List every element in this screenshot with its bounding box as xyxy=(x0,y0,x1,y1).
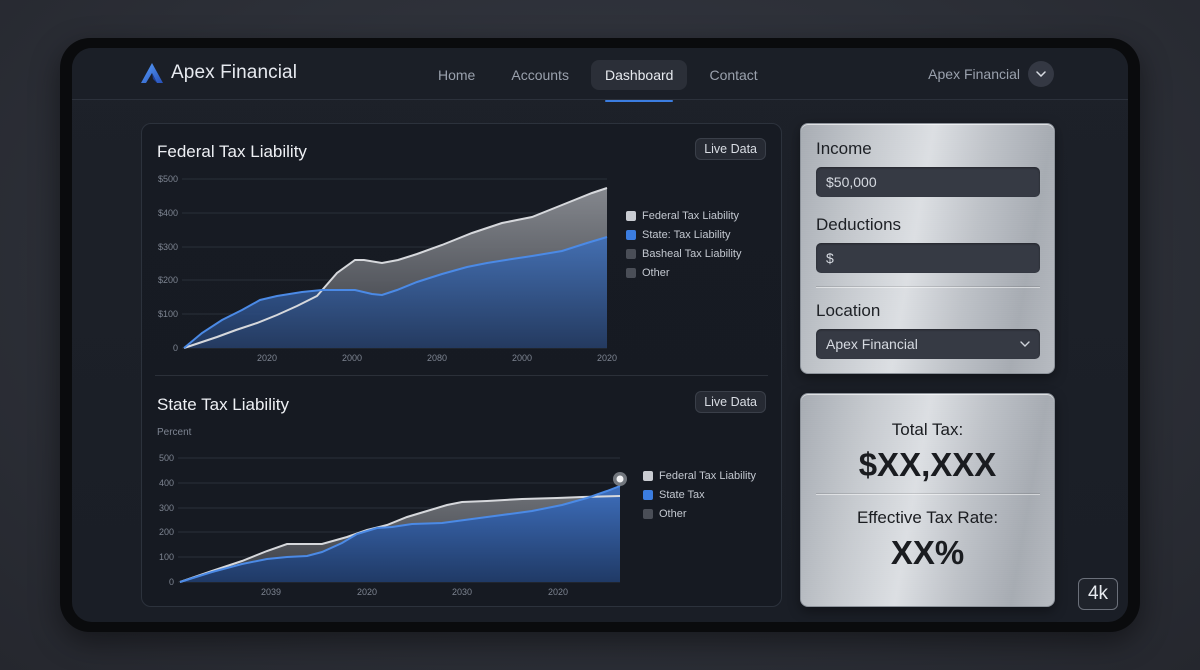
location-value: Apex Financial xyxy=(826,336,918,352)
legend-label: Federal Tax Liability xyxy=(659,470,757,482)
legend-swatch xyxy=(626,268,636,278)
income-value: $50,000 xyxy=(826,174,877,190)
svg-text:2020: 2020 xyxy=(597,353,617,363)
legend-swatch xyxy=(626,230,636,240)
state-series-line xyxy=(179,485,621,583)
svg-text:400: 400 xyxy=(159,478,174,488)
nav-links: Home Accounts Dashboard Contact xyxy=(424,60,780,102)
legend-item[interactable]: Other xyxy=(643,508,756,520)
resolution-badge: 4k xyxy=(1078,578,1118,610)
svg-text:2030: 2030 xyxy=(452,587,472,597)
legend-swatch xyxy=(643,471,653,481)
income-field[interactable]: $50,000 xyxy=(816,167,1040,197)
state-series-area xyxy=(184,237,607,348)
deductions-value: $ xyxy=(826,250,834,266)
legend-label: Basheal Tax Liability xyxy=(642,248,742,260)
legend-item[interactable]: Basheal Tax Liability xyxy=(626,248,741,260)
legend-swatch xyxy=(643,490,653,500)
nav-accounts[interactable]: Accounts xyxy=(511,67,569,83)
svg-text:500: 500 xyxy=(159,453,174,463)
state-chart-title: State Tax Liability xyxy=(157,395,289,414)
state-tax-chart: 0 100 200 300 400 500 2039 2020 2030 202… xyxy=(159,453,627,597)
account-name: Apex Financial xyxy=(928,66,1020,82)
federal-series-line xyxy=(179,495,621,583)
total-tax-label: Total Tax: xyxy=(891,420,964,439)
federal-chart-title: Federal Tax Liability xyxy=(157,142,307,161)
svg-text:2039: 2039 xyxy=(261,587,281,597)
state-chart-legend: Federal Tax Liability State Tax Other xyxy=(643,470,756,520)
brand-name: Apex Financial xyxy=(171,62,298,83)
legend-label: State Tax xyxy=(659,489,705,501)
charts-divider xyxy=(155,375,768,376)
effective-rate-label: Effective Tax Rate: xyxy=(856,508,999,527)
legend-swatch xyxy=(626,211,636,221)
tax-input-card: Income $50,000 Deductions $ Location Ape… xyxy=(800,123,1055,374)
legend-item[interactable]: Other xyxy=(626,267,741,279)
account-menu[interactable]: Apex Financial xyxy=(928,61,1054,87)
chevron-down-icon xyxy=(1036,71,1046,77)
svg-text:$100: $100 xyxy=(158,309,178,319)
svg-text:2080: 2080 xyxy=(427,353,447,363)
total-tax-value: $XX,XXX xyxy=(858,446,997,483)
svg-text:$200: $200 xyxy=(158,275,178,285)
svg-text:$300: $300 xyxy=(158,242,178,252)
top-nav: Apex Financial Home Accounts Dashboard C… xyxy=(72,48,1128,102)
nav-home[interactable]: Home xyxy=(438,67,476,83)
legend-label: Other xyxy=(659,508,687,520)
svg-text:100: 100 xyxy=(159,552,174,562)
nav-contact[interactable]: Contact xyxy=(709,67,758,83)
federal-y-axis: 0 $100 $200 $300 $400 $500 xyxy=(158,174,178,353)
svg-text:2020: 2020 xyxy=(548,587,568,597)
svg-text:$400: $400 xyxy=(158,208,178,218)
state-series-line xyxy=(183,236,608,349)
state-chart-unit-label: Percent xyxy=(157,427,192,438)
state-y-axis: 0 100 200 300 400 500 xyxy=(159,453,174,587)
federal-x-axis: 2020 2000 2080 2000 2020 xyxy=(257,353,617,363)
deductions-field[interactable]: $ xyxy=(816,243,1040,273)
svg-text:0: 0 xyxy=(173,343,178,353)
legend-item[interactable]: State: Tax Liability xyxy=(626,229,741,241)
legend-swatch xyxy=(626,249,636,259)
svg-text:200: 200 xyxy=(159,527,174,537)
legend-item[interactable]: State Tax xyxy=(643,489,756,501)
charts-card: Federal Tax Liability Live Data xyxy=(141,123,782,607)
apex-logo-icon xyxy=(141,63,163,83)
tax-result-card: Total Tax: $XX,XXX Effective Tax Rate: X… xyxy=(800,393,1055,607)
svg-text:300: 300 xyxy=(159,503,174,513)
legend-label: Federal Tax Liability xyxy=(642,210,740,222)
app-screen: Apex Financial Home Accounts Dashboard C… xyxy=(72,48,1128,622)
account-dropdown-button[interactable] xyxy=(1028,61,1054,87)
legend-item[interactable]: Federal Tax Liability xyxy=(626,210,741,222)
svg-text:2000: 2000 xyxy=(512,353,532,363)
federal-live-data-button[interactable]: Live Data xyxy=(695,138,766,160)
chevron-down-icon xyxy=(1020,341,1030,347)
federal-tax-chart: 0 $100 $200 $300 $400 $500 2020 2000 208… xyxy=(158,174,617,363)
legend-label: State: Tax Liability xyxy=(642,229,731,241)
result-separator xyxy=(816,494,1040,495)
svg-text:0: 0 xyxy=(169,577,174,587)
income-label: Income xyxy=(816,139,872,158)
federal-chart-legend: Federal Tax Liability State: Tax Liabili… xyxy=(626,210,741,279)
effective-rate-value: XX% xyxy=(890,534,965,571)
legend-item[interactable]: Federal Tax Liability xyxy=(643,470,756,482)
state-live-data-button[interactable]: Live Data xyxy=(695,391,766,413)
svg-text:2000: 2000 xyxy=(342,353,362,363)
nav-dashboard[interactable]: Dashboard xyxy=(590,60,688,102)
svg-text:$500: $500 xyxy=(158,174,178,184)
svg-text:2020: 2020 xyxy=(257,353,277,363)
input-separator xyxy=(816,287,1040,288)
deductions-label: Deductions xyxy=(816,215,902,234)
state-series-area xyxy=(180,486,620,582)
federal-series-line xyxy=(183,187,608,349)
location-select[interactable]: Apex Financial xyxy=(816,329,1040,359)
brand[interactable]: Apex Financial xyxy=(140,62,297,84)
state-x-axis: 2039 2020 2030 2020 xyxy=(261,587,568,597)
legend-swatch xyxy=(643,509,653,519)
legend-label: Other xyxy=(642,267,670,279)
location-label: Location xyxy=(816,301,881,320)
svg-text:2020: 2020 xyxy=(357,587,377,597)
